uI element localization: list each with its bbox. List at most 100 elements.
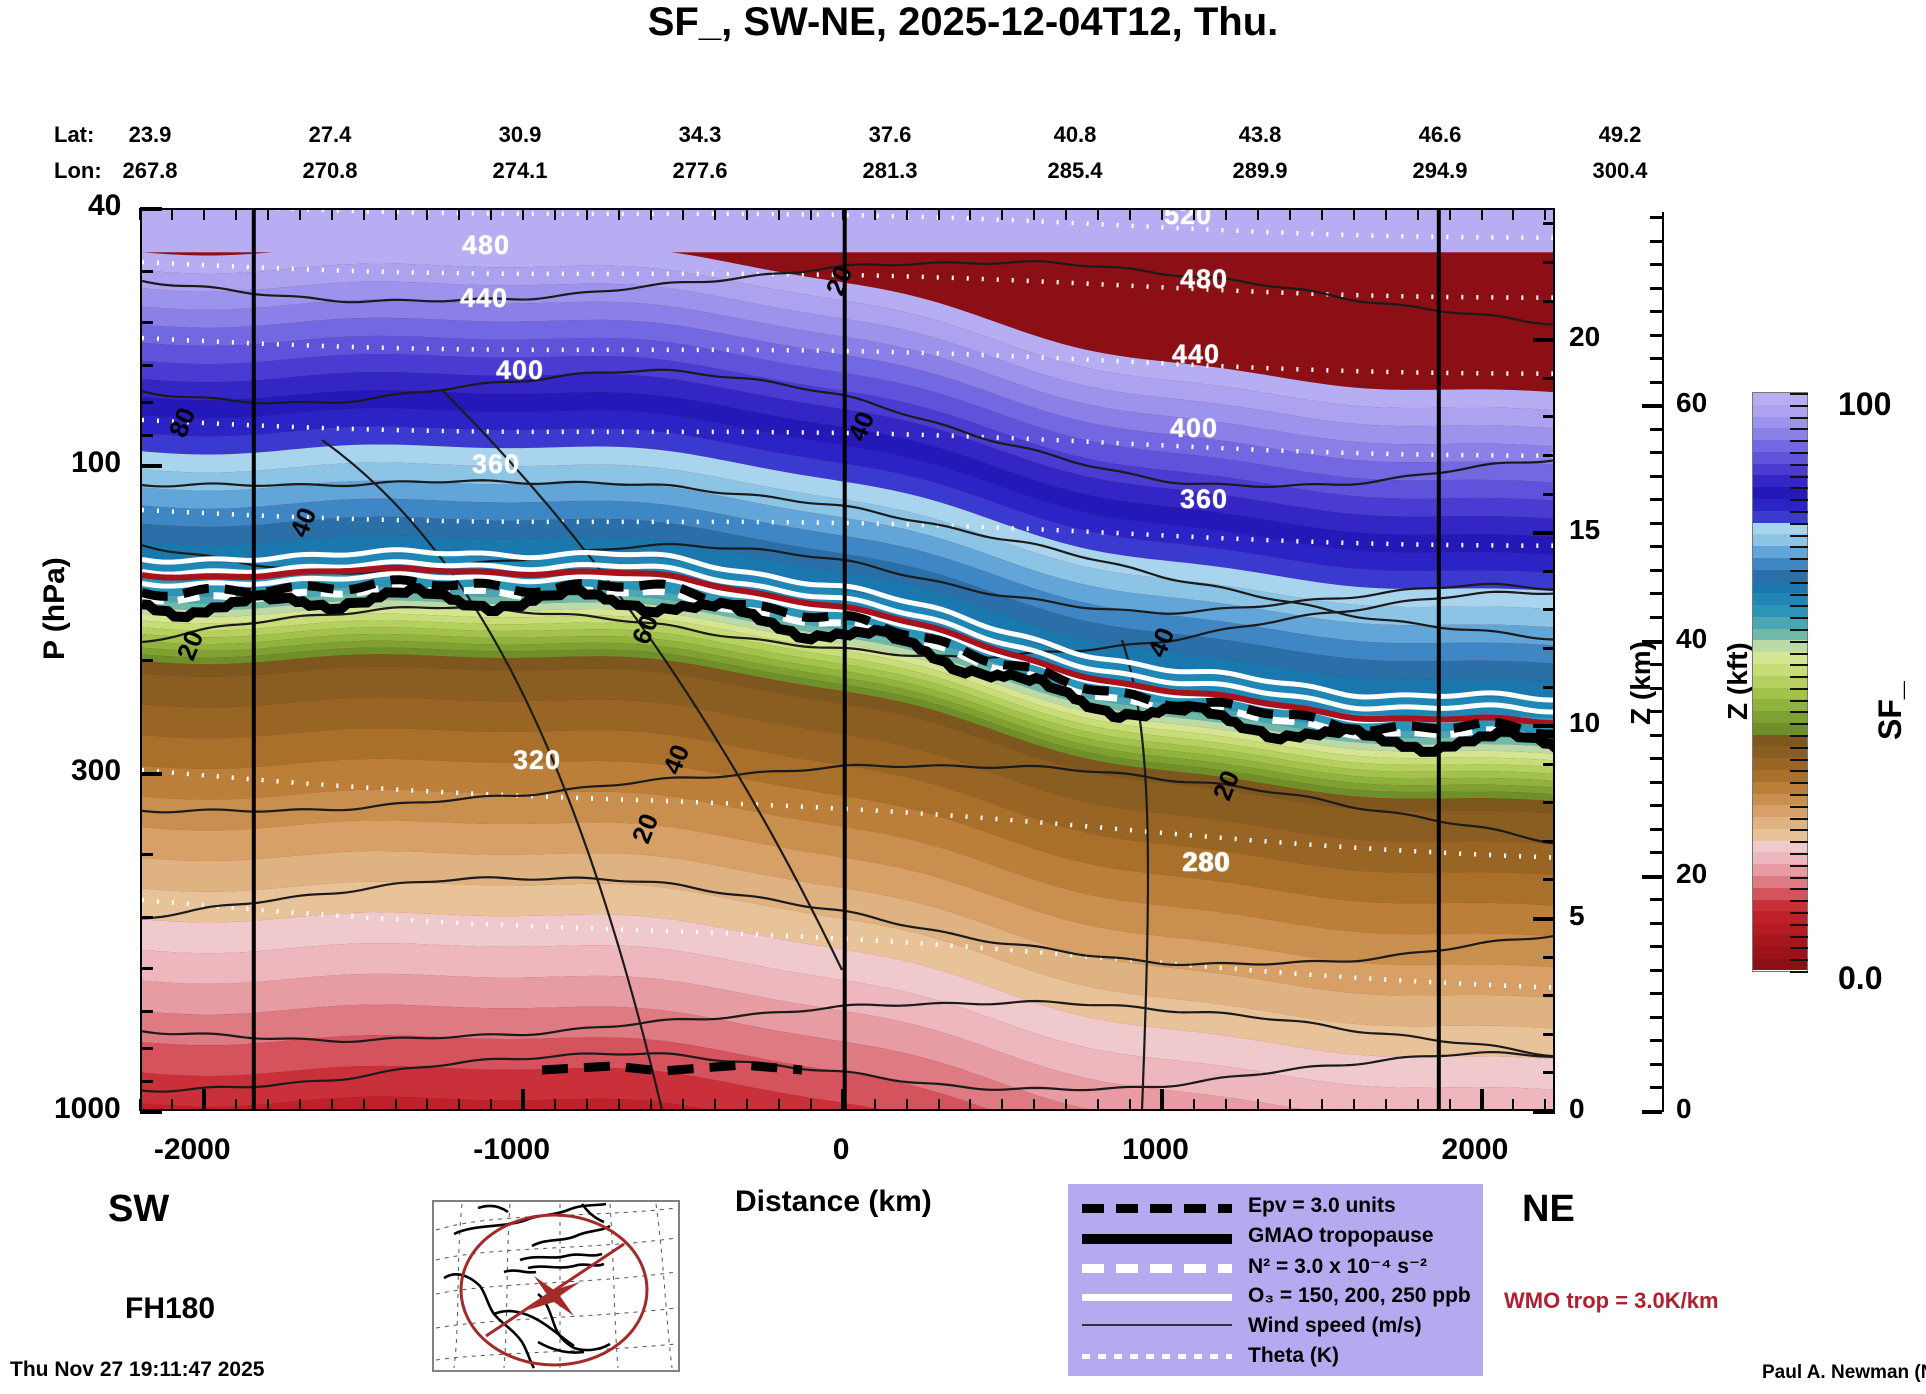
bottom-axis-minor-tick (139, 1099, 141, 1111)
colorbar-tick (1790, 782, 1808, 785)
top-axis-minor-tick (650, 208, 653, 220)
right-inner-axis-tick (1543, 1071, 1555, 1075)
right-outer-axis-tick (1650, 898, 1662, 902)
top-axis-minor-tick (745, 208, 748, 220)
bottom-axis-minor-tick (841, 1099, 844, 1111)
right-outer-axis-tick (1642, 639, 1662, 644)
bottom-axis-minor-tick (1129, 1099, 1132, 1111)
bottom-axis-minor-tick (937, 1099, 940, 1111)
left-axis-minor-tick (140, 915, 153, 919)
colorbar-tick (1790, 947, 1808, 950)
right-outer-axis-tick (1650, 921, 1662, 925)
right-inner-axis-tick (1543, 492, 1555, 496)
right-outer-axis-tick-label: 20 (1676, 857, 1708, 889)
fill-band (142, 335, 1553, 501)
colorbar-segment (1753, 475, 1807, 488)
left-axis-tick-label: 40 (88, 189, 122, 222)
right-outer-axis-tick (1650, 592, 1662, 596)
right-outer-axis-tick (1642, 1110, 1662, 1114)
right-outer-axis-tick (1650, 945, 1662, 949)
top-axis-minor-tick (905, 208, 908, 220)
colorbar-tick (1790, 864, 1808, 867)
colorbar-segment (1753, 781, 1807, 794)
fill-bands (142, 210, 1553, 1109)
bottom-axis-tick-label: -2000 (153, 1133, 231, 1166)
colorbar-tick (1790, 746, 1808, 749)
colorbar-segment (1753, 440, 1807, 452)
colorbar-tick (1790, 522, 1808, 525)
bottom-axis-minor-tick (490, 1099, 493, 1111)
left-axis-minor-tick (140, 1009, 153, 1013)
colorbar-tick (1790, 805, 1808, 808)
right-outer-axis-tick (1650, 757, 1662, 761)
right-inner-axis-tick (1543, 994, 1555, 998)
gmao-tropopause-line (142, 583, 1553, 757)
fill-band (142, 299, 1553, 465)
theta-contour (142, 335, 1553, 376)
colorbar-tick (1790, 876, 1808, 879)
plot-legend[interactable]: Epv = 3.0 units GMAO tropopause N² = 3.0 x… (1068, 1184, 1483, 1376)
fill-band (142, 408, 1553, 574)
top-axis-minor-tick (777, 208, 780, 220)
top-axis-minor-tick (362, 208, 365, 220)
colorbar-tick (1790, 558, 1808, 561)
colorbar[interactable] (1752, 392, 1808, 972)
bottom-axis-minor-tick (362, 1099, 365, 1111)
theta-contour-label: 320 (513, 745, 562, 775)
bottom-axis-minor-tick (522, 1099, 525, 1111)
right-outer-axis-tick (1650, 310, 1662, 314)
left-axis-minor-tick (140, 1080, 153, 1084)
colorbar-tick (1790, 841, 1808, 844)
right-inner-axis-tick (1543, 685, 1555, 689)
theta-contour-label: 280 (1182, 847, 1231, 877)
inset-location-map[interactable] (432, 1200, 680, 1372)
bottom-axis-minor-tick (586, 1099, 589, 1111)
legend-swatch-black-thin (1082, 1324, 1232, 1326)
bottom-axis-minor-tick (777, 1099, 780, 1111)
left-axis-major-tick (140, 207, 162, 211)
colorbar-tick (1790, 617, 1808, 620)
right-inner-axis-tick (1543, 608, 1555, 612)
colorbar-tick (1790, 451, 1808, 454)
ozone-contour (142, 547, 1553, 703)
fill-band (142, 1004, 1087, 1109)
bottom-axis-minor-tick (1448, 1099, 1451, 1111)
plot-fill-layer (142, 210, 1553, 1109)
top-axis-minor-tick (1512, 208, 1515, 220)
right-inner-axis-tick (1543, 1032, 1555, 1036)
right-inner-axis-tick (1533, 1110, 1555, 1114)
n2-contour (142, 583, 1553, 743)
top-axis-minor-tick (1544, 208, 1547, 220)
right-inner-axis-tick-label: 15 (1569, 514, 1601, 546)
colorbar-segment (1753, 793, 1807, 806)
ozone-contour (142, 559, 1553, 715)
top-axis-minor-tick (682, 208, 684, 220)
left-axis-minor-tick (140, 401, 153, 405)
sw-end-label: SW (108, 1188, 170, 1230)
right-inner-axis-tick-label: 5 (1569, 900, 1585, 932)
top-axis-minor-tick (969, 208, 972, 220)
right-outer-axis-tick (1650, 451, 1662, 455)
colorbar-tick (1790, 711, 1808, 714)
bottom-axis-minor-tick (1001, 1099, 1004, 1111)
right-outer-axis-title: Z (kft) (1722, 642, 1753, 720)
colorbar-segment (1753, 581, 1807, 594)
fill-band (142, 881, 1553, 1060)
fill-band (142, 390, 1553, 555)
lathdr-value: 27.4 (308, 122, 352, 147)
bottom-axis-minor-tick (1544, 1099, 1547, 1111)
top-axis-minor-tick (841, 208, 844, 220)
colorbar-segment (1753, 722, 1807, 735)
theta-contour-label: 360 (1180, 484, 1229, 514)
right-inner-axis-tick (1543, 261, 1555, 265)
cross-section-plot[interactable]: 5204804404003603202805204804404003602802… (140, 208, 1555, 1111)
right-inner-axis-tick (1533, 531, 1555, 536)
colorbar-segment (1753, 699, 1807, 712)
left-axis-major-tick (140, 1110, 162, 1114)
bottom-axis-minor-tick (809, 1099, 812, 1111)
legend-item-label: O₃ = 150, 200, 250 ppb (1248, 1284, 1471, 1307)
right-inner-axis-tick-label: 20 (1569, 321, 1601, 353)
colorbar-tick (1790, 853, 1808, 856)
right-outer-axis-tick (1650, 239, 1662, 243)
colorbar-segment (1753, 463, 1807, 476)
